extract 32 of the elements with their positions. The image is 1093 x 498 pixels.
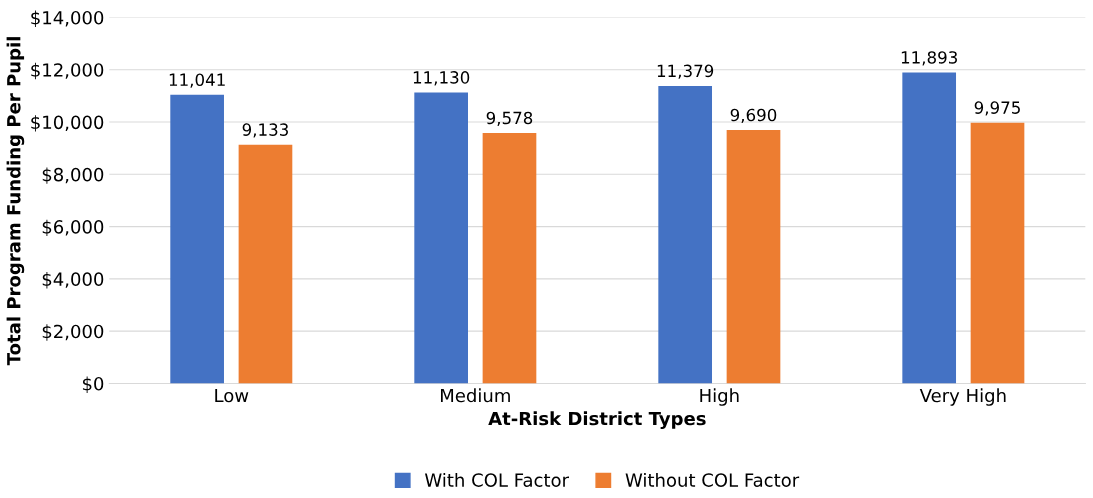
y-tick-label: $8,000 — [42, 167, 104, 184]
bar — [414, 92, 468, 384]
bar — [658, 85, 713, 384]
bar — [170, 94, 224, 384]
bar — [902, 72, 957, 384]
data-label: 11,379 — [657, 64, 714, 79]
x-tick-label: Low — [215, 388, 249, 403]
data-label: 9,133 — [242, 123, 288, 138]
y-tick-label: $2,000 — [42, 324, 104, 341]
x-tick-label: Very High — [919, 388, 1006, 406]
bar — [970, 122, 1025, 384]
y-tick-label: $4,000 — [42, 272, 104, 289]
data-label: 9,690 — [730, 108, 777, 124]
bar — [726, 130, 781, 384]
y-tick-label: $14,000 — [31, 10, 104, 27]
y-tick-label: $10,000 — [31, 115, 104, 132]
y-tick-label: $12,000 — [31, 62, 104, 80]
data-label: 11,893 — [901, 51, 957, 66]
data-label: 9,975 — [974, 101, 1020, 116]
y-axis-title: Total Program Funding Per Pupil — [6, 37, 25, 366]
y-tick-label: $0 — [82, 376, 104, 393]
bar — [238, 144, 293, 384]
x-axis-title: At-Risk District Types — [488, 411, 706, 429]
data-label: 11,041 — [169, 73, 225, 88]
legend-label: With COL Factor — [424, 472, 569, 487]
y-tick-label: $6,000 — [42, 219, 104, 237]
data-label: 11,130 — [413, 71, 470, 86]
data-label: 9,578 — [486, 111, 533, 126]
x-tick-label: Medium — [440, 388, 510, 403]
legend-label: Without COL Factor — [625, 472, 800, 487]
x-tick-label: High — [700, 388, 739, 406]
bar — [482, 133, 537, 384]
